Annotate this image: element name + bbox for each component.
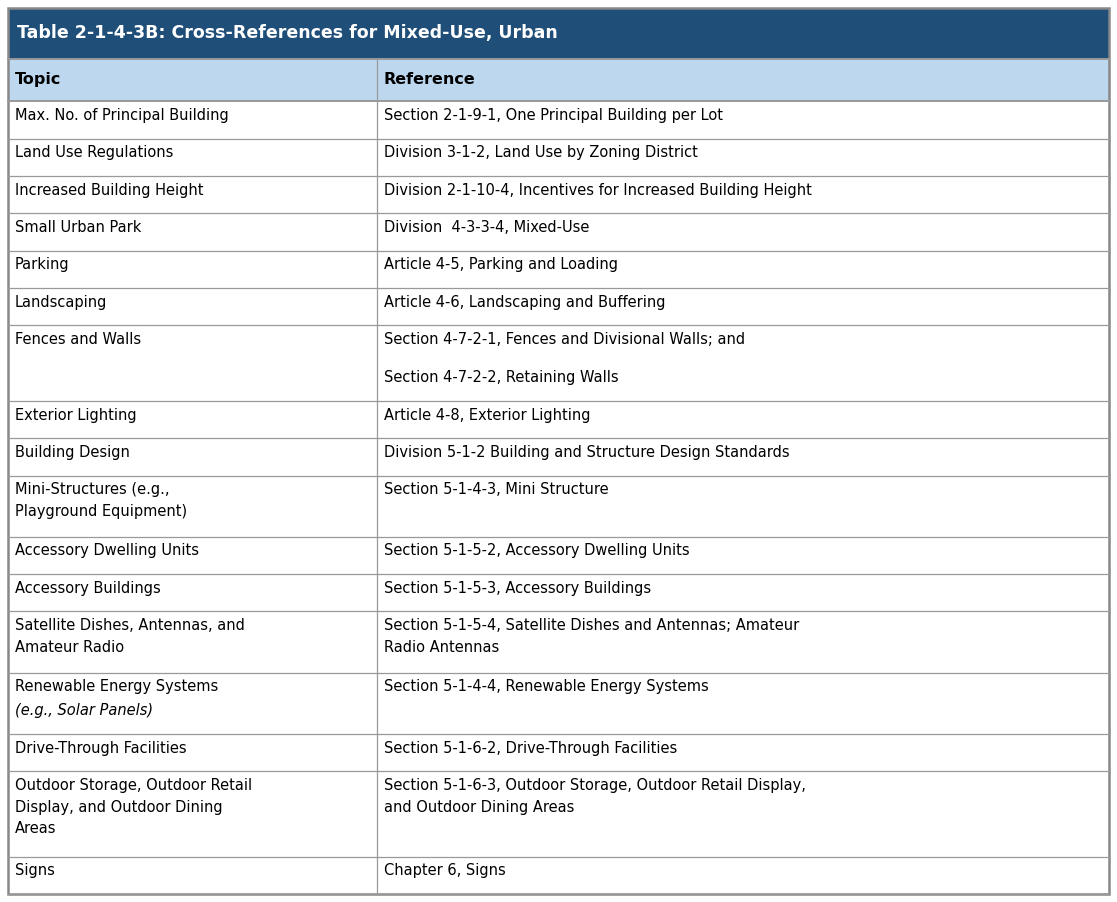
Bar bbox=[8, 326, 376, 400]
Bar bbox=[8, 612, 376, 673]
Text: Exterior Lighting: Exterior Lighting bbox=[15, 408, 136, 422]
Text: Mini-Structures (e.g.,
Playground Equipment): Mini-Structures (e.g., Playground Equipm… bbox=[15, 483, 188, 519]
Text: Section 5-1-6-3, Outdoor Storage, Outdoor Retail Display,
and Outdoor Dining Are: Section 5-1-6-3, Outdoor Storage, Outdoo… bbox=[384, 778, 805, 815]
Bar bbox=[376, 400, 1109, 438]
Bar bbox=[8, 101, 376, 139]
Bar bbox=[8, 734, 376, 771]
Bar bbox=[8, 673, 376, 734]
Bar bbox=[376, 251, 1109, 288]
Text: Section 5-1-5-4, Satellite Dishes and Antennas; Amateur
Radio Antennas: Section 5-1-5-4, Satellite Dishes and An… bbox=[384, 618, 799, 655]
Bar bbox=[376, 326, 1109, 400]
Bar bbox=[8, 537, 376, 575]
Bar bbox=[8, 213, 376, 251]
Text: Small Urban Park: Small Urban Park bbox=[15, 220, 142, 235]
Bar bbox=[8, 771, 376, 857]
Text: Section 5-1-5-2, Accessory Dwelling Units: Section 5-1-5-2, Accessory Dwelling Unit… bbox=[384, 544, 689, 558]
Text: Land Use Regulations: Land Use Regulations bbox=[15, 145, 173, 161]
Bar bbox=[376, 139, 1109, 176]
Bar bbox=[376, 771, 1109, 857]
Bar bbox=[8, 251, 376, 288]
Text: Division  4-3-3-4, Mixed-Use: Division 4-3-3-4, Mixed-Use bbox=[384, 220, 589, 235]
Text: Table 2-1-4-3B: Cross-References for Mixed-Use, Urban: Table 2-1-4-3B: Cross-References for Mix… bbox=[17, 24, 557, 42]
Text: Signs: Signs bbox=[15, 863, 55, 879]
Text: Increased Building Height: Increased Building Height bbox=[15, 182, 203, 198]
Text: Division 2-1-10-4, Incentives for Increased Building Height: Division 2-1-10-4, Incentives for Increa… bbox=[384, 182, 812, 198]
Text: Article 4-8, Exterior Lighting: Article 4-8, Exterior Lighting bbox=[384, 408, 591, 422]
Bar bbox=[376, 101, 1109, 139]
Text: Section 5-1-4-4, Renewable Energy Systems: Section 5-1-4-4, Renewable Energy System… bbox=[384, 679, 708, 695]
Bar bbox=[8, 575, 376, 612]
Bar bbox=[376, 575, 1109, 612]
Text: Article 4-5, Parking and Loading: Article 4-5, Parking and Loading bbox=[384, 257, 618, 272]
Text: Outdoor Storage, Outdoor Retail
Display, and Outdoor Dining
Areas: Outdoor Storage, Outdoor Retail Display,… bbox=[15, 778, 252, 836]
Text: (e.g., Solar Panels): (e.g., Solar Panels) bbox=[15, 704, 153, 718]
Bar bbox=[8, 176, 376, 213]
Bar bbox=[8, 857, 376, 894]
Text: Parking: Parking bbox=[15, 257, 69, 272]
Text: Accessory Buildings: Accessory Buildings bbox=[15, 581, 161, 596]
Text: Division 5-1-2 Building and Structure Design Standards: Division 5-1-2 Building and Structure De… bbox=[384, 445, 790, 460]
Text: Section 5-1-4-3, Mini Structure: Section 5-1-4-3, Mini Structure bbox=[384, 483, 609, 497]
Text: Reference: Reference bbox=[384, 72, 476, 87]
Bar bbox=[376, 612, 1109, 673]
Bar bbox=[376, 288, 1109, 326]
Bar bbox=[376, 857, 1109, 894]
Text: Renewable Energy Systems: Renewable Energy Systems bbox=[15, 679, 218, 695]
Bar bbox=[376, 673, 1109, 734]
Text: Division 3-1-2, Land Use by Zoning District: Division 3-1-2, Land Use by Zoning Distr… bbox=[384, 145, 698, 161]
Bar bbox=[376, 213, 1109, 251]
Text: Article 4-6, Landscaping and Buffering: Article 4-6, Landscaping and Buffering bbox=[384, 295, 666, 309]
Bar bbox=[376, 475, 1109, 537]
Bar bbox=[376, 537, 1109, 575]
Text: Landscaping: Landscaping bbox=[15, 295, 107, 309]
Bar bbox=[376, 176, 1109, 213]
Text: Accessory Dwelling Units: Accessory Dwelling Units bbox=[15, 544, 199, 558]
Text: Section 2-1-9-1, One Principal Building per Lot: Section 2-1-9-1, One Principal Building … bbox=[384, 108, 723, 123]
Bar bbox=[8, 475, 376, 537]
Text: Topic: Topic bbox=[15, 72, 61, 87]
Text: Building Design: Building Design bbox=[15, 445, 130, 460]
Text: Fences and Walls: Fences and Walls bbox=[15, 332, 141, 347]
Bar bbox=[8, 8, 1109, 59]
Bar bbox=[8, 139, 376, 176]
Bar bbox=[8, 400, 376, 438]
Bar bbox=[8, 59, 376, 101]
Bar bbox=[8, 438, 376, 475]
Text: Max. No. of Principal Building: Max. No. of Principal Building bbox=[15, 108, 229, 123]
Text: Satellite Dishes, Antennas, and
Amateur Radio: Satellite Dishes, Antennas, and Amateur … bbox=[15, 618, 245, 655]
Bar bbox=[376, 59, 1109, 101]
Text: Section 4-7-2-2, Retaining Walls: Section 4-7-2-2, Retaining Walls bbox=[384, 370, 619, 385]
Text: Section 5-1-5-3, Accessory Buildings: Section 5-1-5-3, Accessory Buildings bbox=[384, 581, 651, 596]
Text: Chapter 6, Signs: Chapter 6, Signs bbox=[384, 863, 506, 879]
Bar bbox=[8, 288, 376, 326]
Bar bbox=[376, 438, 1109, 475]
Text: Section 4-7-2-1, Fences and Divisional Walls; and: Section 4-7-2-1, Fences and Divisional W… bbox=[384, 332, 745, 347]
Text: Section 5-1-6-2, Drive-Through Facilities: Section 5-1-6-2, Drive-Through Facilitie… bbox=[384, 741, 677, 756]
Bar bbox=[376, 734, 1109, 771]
Text: Drive-Through Facilities: Drive-Through Facilities bbox=[15, 741, 187, 756]
